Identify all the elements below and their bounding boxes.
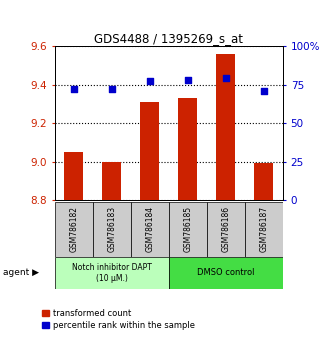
- Bar: [207, 202, 245, 257]
- Text: GSM786184: GSM786184: [145, 206, 154, 252]
- Point: [71, 86, 76, 92]
- Point: [147, 79, 152, 84]
- Bar: [93, 202, 131, 257]
- Bar: [255, 164, 273, 200]
- Bar: [169, 202, 207, 257]
- Text: DMSO control: DMSO control: [197, 268, 255, 277]
- Text: Notch inhibitor DAPT
(10 μM.): Notch inhibitor DAPT (10 μM.): [72, 263, 152, 282]
- Text: GSM786185: GSM786185: [183, 206, 192, 252]
- Point: [109, 86, 115, 92]
- Bar: [216, 54, 235, 200]
- Bar: [64, 152, 83, 200]
- Text: GSM786183: GSM786183: [107, 206, 116, 252]
- Text: GSM786187: GSM786187: [260, 206, 268, 252]
- Text: GSM786186: GSM786186: [221, 206, 230, 252]
- Bar: [169, 257, 283, 289]
- Title: GDS4488 / 1395269_s_at: GDS4488 / 1395269_s_at: [94, 32, 243, 45]
- Bar: [245, 202, 283, 257]
- Bar: [55, 202, 93, 257]
- Text: agent ▶: agent ▶: [3, 268, 39, 277]
- Point: [223, 75, 228, 81]
- Point: [261, 88, 266, 93]
- Text: GSM786182: GSM786182: [69, 206, 78, 252]
- Bar: [102, 161, 121, 200]
- Bar: [131, 202, 169, 257]
- Bar: [140, 102, 159, 200]
- Legend: transformed count, percentile rank within the sample: transformed count, percentile rank withi…: [42, 309, 195, 330]
- Bar: [55, 257, 169, 289]
- Bar: [178, 98, 197, 200]
- Point: [185, 77, 191, 83]
